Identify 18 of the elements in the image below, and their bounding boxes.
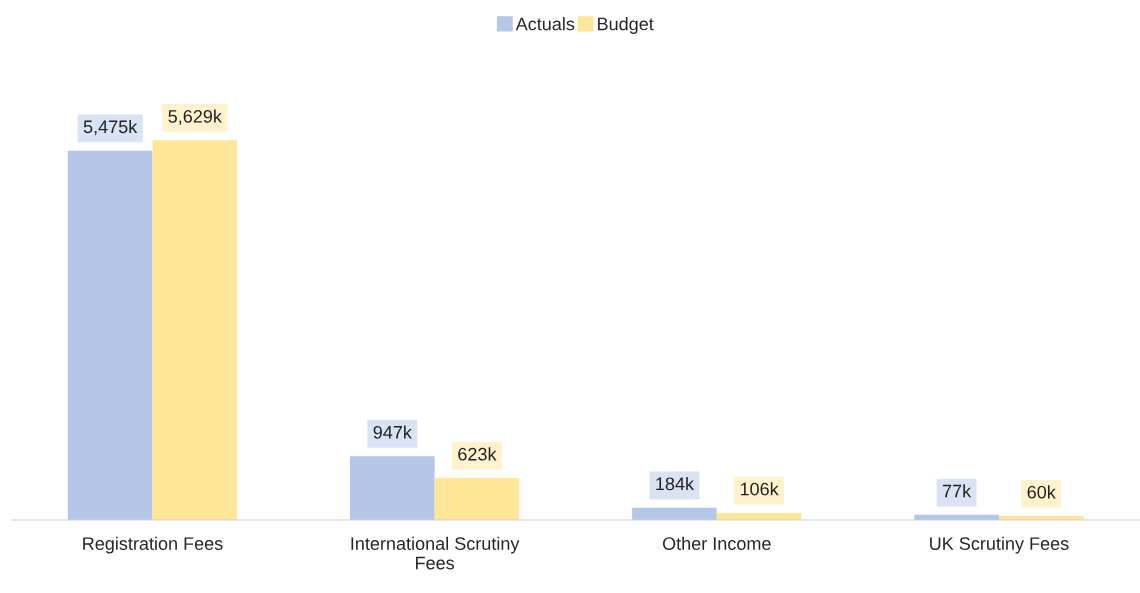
bar xyxy=(434,478,520,521)
data-label: 623k xyxy=(458,447,497,461)
bar xyxy=(152,140,238,521)
data-label: 106k xyxy=(740,482,779,496)
x-tick-label: UK Scrutiny Fees xyxy=(930,536,1069,554)
x-tick-label: International Scrutiny Fees xyxy=(351,536,520,570)
x-tick-label: Other Income xyxy=(662,536,771,550)
legend-label: Budget xyxy=(598,17,654,34)
data-label: 5,629k xyxy=(168,109,222,125)
legend-label: Actuals xyxy=(515,17,575,31)
bar xyxy=(349,456,435,521)
data-label: 184k xyxy=(656,476,695,491)
data-label: 5,475k xyxy=(83,119,138,136)
x-tick-label: Registration Fees xyxy=(83,536,223,554)
data-label: 947k xyxy=(373,425,412,439)
bar xyxy=(67,150,153,521)
data-label: 60k xyxy=(1027,485,1056,499)
data-label: 77k xyxy=(942,484,972,498)
